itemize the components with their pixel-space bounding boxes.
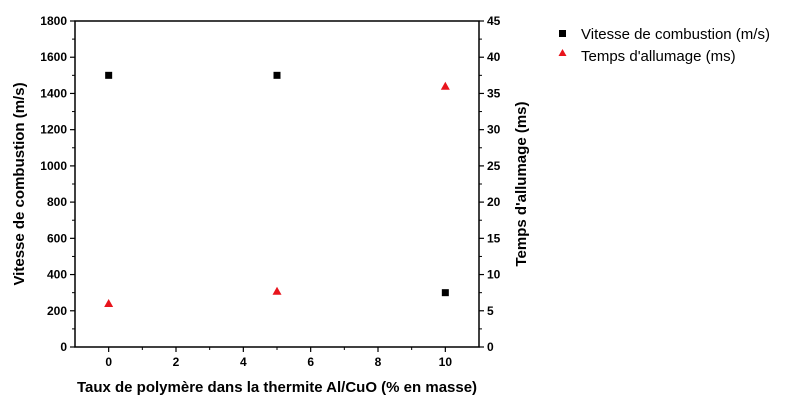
data-point-triangle	[104, 299, 114, 308]
y-right-tick-label: 20	[487, 195, 501, 209]
y-right-tick-label: 25	[487, 159, 501, 173]
y-left-tick-label: 1800	[40, 14, 67, 28]
data-marks	[104, 71, 450, 308]
y-left-tick-label: 600	[47, 231, 67, 245]
data-point-square	[273, 71, 281, 79]
y-right-tick-label: 5	[487, 304, 494, 318]
y-right-axis-title: Temps d'allumage (ms)	[513, 102, 530, 267]
data-point-square	[441, 289, 449, 297]
plot-frame	[74, 20, 480, 348]
y-left-tick-label: 400	[47, 268, 67, 282]
y-right-tick-label: 10	[487, 268, 501, 282]
y-left-tick-label: 1200	[40, 123, 67, 137]
y-right-tick-label: 15	[487, 231, 501, 245]
y-right-tick-label: 45	[487, 14, 501, 28]
y-left-axis-title: Vitesse de combustion (m/s)	[11, 82, 28, 285]
y-left-tick-label: 200	[47, 304, 67, 318]
legend-square-marker	[559, 30, 566, 37]
y-right-axis: 0 5 10 15 20 25 30 35 40 45	[479, 14, 501, 354]
y-left-tick-label: 1600	[40, 50, 67, 64]
data-point-triangle	[272, 286, 282, 295]
legend-triangle-marker	[558, 49, 567, 56]
y-left-tick-label: 1400	[40, 86, 67, 100]
x-tick-label: 4	[240, 355, 247, 369]
x-tick-label: 6	[307, 355, 314, 369]
data-point-square	[105, 71, 113, 79]
y-left-tick-label: 0	[60, 340, 67, 354]
x-tick-label: 2	[173, 355, 180, 369]
y-right-tick-label: 0	[487, 340, 494, 354]
y-right-tick-label: 35	[487, 86, 501, 100]
legend: Vitesse de combustion (m/s) Temps d'allu…	[558, 26, 770, 65]
legend-label-vitesse: Vitesse de combustion (m/s)	[581, 26, 770, 43]
y-right-tick-label: 30	[487, 123, 501, 137]
x-tick-label: 0	[105, 355, 112, 369]
data-point-triangle	[440, 81, 450, 90]
y-left-axis: 0 200 400 600 800 1000 1200 1400 1600 1800	[40, 14, 75, 354]
x-tick-label: 10	[439, 355, 453, 369]
y-right-tick-label: 40	[487, 50, 501, 64]
legend-label-temps: Temps d'allumage (ms)	[581, 48, 736, 65]
x-tick-label: 8	[375, 355, 382, 369]
x-axis-title: Taux de polymère dans la thermite Al/CuO…	[77, 379, 477, 396]
x-axis: 0 2 4 6 8 10	[105, 347, 452, 369]
y-left-tick-label: 1000	[40, 159, 67, 173]
y-left-tick-label: 800	[47, 195, 67, 209]
